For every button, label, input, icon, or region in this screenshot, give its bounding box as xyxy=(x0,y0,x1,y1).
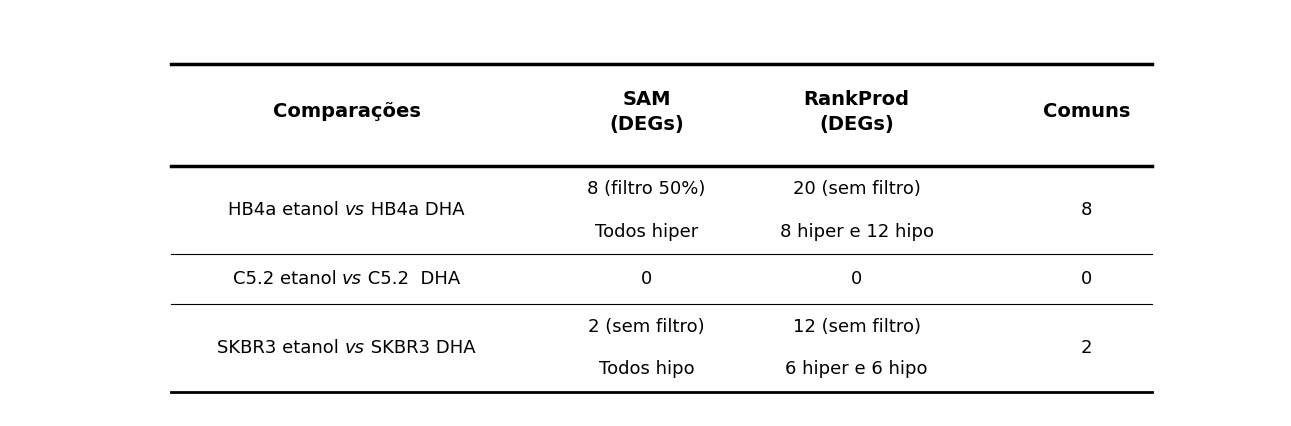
Text: SKBR3 etanol: SKBR3 etanol xyxy=(217,339,345,357)
Text: vs: vs xyxy=(345,201,365,219)
Text: SAM
(DEGs): SAM (DEGs) xyxy=(609,90,684,134)
Text: vs: vs xyxy=(345,339,365,357)
Text: 8 hiper e 12 hipo: 8 hiper e 12 hipo xyxy=(780,222,933,241)
Text: 8 (filtro 50%): 8 (filtro 50%) xyxy=(587,180,706,198)
Text: SKBR3 DHA: SKBR3 DHA xyxy=(365,339,475,357)
Text: 2 (sem filtro): 2 (sem filtro) xyxy=(589,318,705,336)
Text: Comuns: Comuns xyxy=(1043,102,1131,121)
Text: 0: 0 xyxy=(642,270,652,288)
Text: HB4a etanol: HB4a etanol xyxy=(229,201,345,219)
Text: 20 (sem filtro): 20 (sem filtro) xyxy=(793,180,920,198)
Text: 12 (sem filtro): 12 (sem filtro) xyxy=(793,318,920,336)
Text: 2: 2 xyxy=(1081,339,1092,357)
Text: vs: vs xyxy=(342,270,361,288)
Text: C5.2 etanol: C5.2 etanol xyxy=(232,270,342,288)
Text: Todos hiper: Todos hiper xyxy=(595,222,698,241)
Text: 6 hiper e 6 hipo: 6 hiper e 6 hipo xyxy=(785,360,928,378)
Text: RankProd
(DEGs): RankProd (DEGs) xyxy=(804,90,910,134)
Text: Todos hipo: Todos hipo xyxy=(599,360,695,378)
Text: 0: 0 xyxy=(1082,270,1092,288)
Text: HB4a DHA: HB4a DHA xyxy=(365,201,465,219)
Text: C5.2  DHA: C5.2 DHA xyxy=(361,270,461,288)
Text: 0: 0 xyxy=(851,270,862,288)
Text: 8: 8 xyxy=(1081,201,1092,219)
Text: Comparações: Comparações xyxy=(272,102,421,121)
